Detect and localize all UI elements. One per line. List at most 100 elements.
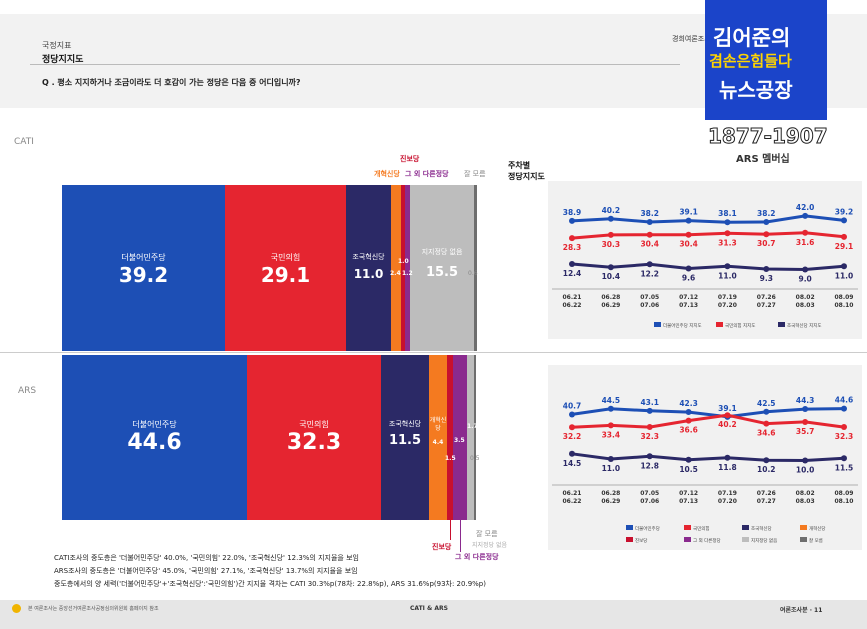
cati-ppp-name: 국민의힘 [270,253,301,262]
ars-legend-label-3: 개혁신당 [809,525,826,532]
cati-jokuk-value: 11.0 [353,267,384,281]
ars-value-1-3: 36.6 [679,426,698,435]
ars-point-0-3 [685,409,692,416]
ars-legend-swatch-1 [684,525,691,530]
cati-bar-none: 지지정당 없음 15.5 [410,185,474,351]
cati-tick-b-7: 08.10 [835,302,854,309]
cati-point-0-6 [802,212,809,219]
section-divider [0,352,867,353]
cati-tick-a-0: 06.21 [563,294,582,301]
cati-line-2 [571,262,845,272]
ars-point-1-0 [569,424,575,431]
cati-bar-jinbo [401,185,405,351]
ars-jinbo-leader [450,520,451,540]
ars-line-0 [571,407,845,419]
cati-tick-b-3: 07.13 [679,302,698,309]
cati-legend-swatch-2 [778,322,785,327]
ars-point-0-6 [802,406,809,413]
cati-value-2-3: 9.6 [682,274,695,283]
cati-tick-b-6: 08.03 [796,302,815,309]
cati-label: CATI [14,137,34,147]
cati-bar-other [405,185,410,351]
ars-point-0-0 [569,411,575,418]
cati-point-1-2 [646,231,653,238]
cati-point-2-3 [685,265,692,272]
ars-jokuk-name: 조국혁신당 [388,420,422,428]
ars-value-2-1: 11.0 [602,464,621,473]
ars-none-value: 1.7 [467,423,478,430]
ars-bar-jokuk: 조국혁신당 11.5 [381,355,429,520]
ars-point-0-1 [607,405,614,412]
cati-point-1-7 [841,233,847,240]
cati-tick-a-6: 08.02 [796,294,815,301]
ars-value-1-1: 33.4 [602,430,621,439]
cati-tick-a-3: 07.12 [679,294,698,301]
ars-label-none: 지지정당 없음 [472,542,508,549]
ars-tick-b-0: 06.22 [563,498,582,505]
cati-value-2-6: 9.0 [798,275,811,284]
section-label: 국정지표 [42,41,72,50]
ars-legend-label-4: 진보당 [635,537,647,544]
ars-bar-jinbo [447,355,453,520]
ars-value-0-4: 39.1 [718,404,737,413]
cati-dontknow-value: 0.6 [468,270,478,277]
page-footer [0,600,867,629]
ars-tick-b-2: 07.06 [640,498,659,505]
cati-value-0-5: 38.2 [757,209,776,218]
cati-value-0-2: 38.2 [640,209,659,218]
cati-point-0-0 [569,217,575,224]
ars-tick-a-3: 07.12 [679,490,698,497]
logo-line-3: 뉴스공장 [719,78,793,102]
ars-bar-ppp: 국민의힘 32.3 [247,355,381,520]
cati-point-2-5 [763,266,770,273]
cati-tick-a-2: 07.05 [640,294,659,301]
cati-minjoo-value: 39.2 [118,263,169,287]
cati-label-dontknow: 잘 모름 [464,170,486,178]
footer-sun-icon [12,604,21,613]
cati-legend-swatch-1 [716,322,723,327]
ars-bar-minjoo: 더불어민주당 44.6 [62,355,247,520]
ars-tick-b-4: 07.20 [718,498,737,505]
ars-value-0-5: 42.5 [757,399,776,408]
cati-tick-a-4: 07.19 [718,294,737,301]
ars-point-2-3 [685,456,692,463]
weekly-title-2: 정당지지도 [508,172,545,181]
cati-bar-gaehyuk [391,185,401,351]
ars-legend-swatch-2 [742,525,749,530]
ars-point-2-0 [569,450,575,457]
ars-bar-gaehyuk: 개혁신당 4.4 [429,355,447,520]
ars-bar-other [453,355,467,520]
ars-tick-b-1: 06.29 [601,498,620,505]
ars-tick-a-5: 07.26 [757,490,776,497]
ars-value-2-7: 11.5 [835,463,854,472]
cati-point-0-7 [841,217,847,224]
cati-point-1-3 [685,231,692,238]
logo-phone-number: 1877-1907 [708,124,829,149]
cati-line-0 [571,214,845,224]
ars-tick-b-5: 07.27 [757,498,776,505]
ars-minjoo-name: 더불어민주당 [132,420,177,429]
cati-legend-swatch-0 [654,322,661,327]
cati-value-1-5: 30.7 [757,239,776,248]
cati-value-0-1: 40.2 [602,206,621,215]
cati-point-1-5 [763,231,770,238]
publisher-label: 경희여론조사 [672,35,711,43]
ars-value-1-2: 32.3 [640,432,659,441]
cati-value-2-0: 12.4 [563,269,582,278]
channel-logo: 김어준의 겸손은힘들다 뉴스공장 [705,0,827,120]
ars-legend-label-5: 그 외 다른정당 [693,537,721,544]
ars-value-1-7: 32.3 [835,432,854,441]
ars-jokuk-value: 11.5 [388,433,422,448]
cati-value-0-6: 42.0 [796,203,815,212]
cati-value-1-1: 30.3 [602,240,621,249]
cati-bar-dontknow [474,185,477,351]
cati-tick-b-1: 06.29 [601,302,620,309]
ars-value-0-0: 40.7 [563,401,582,410]
note-line-3: 중도층에서의 양 세력('더불어민주당'+'조국혁신당':'국민의힘')간 지지… [54,580,486,588]
cati-point-0-1 [607,215,614,222]
cati-point-1-1 [607,231,614,238]
ars-other-leader [460,520,461,552]
ars-value-1-0: 32.2 [563,432,582,441]
cati-value-2-5: 9.3 [760,274,773,283]
ars-dontknow-value: 0.5 [470,455,480,462]
